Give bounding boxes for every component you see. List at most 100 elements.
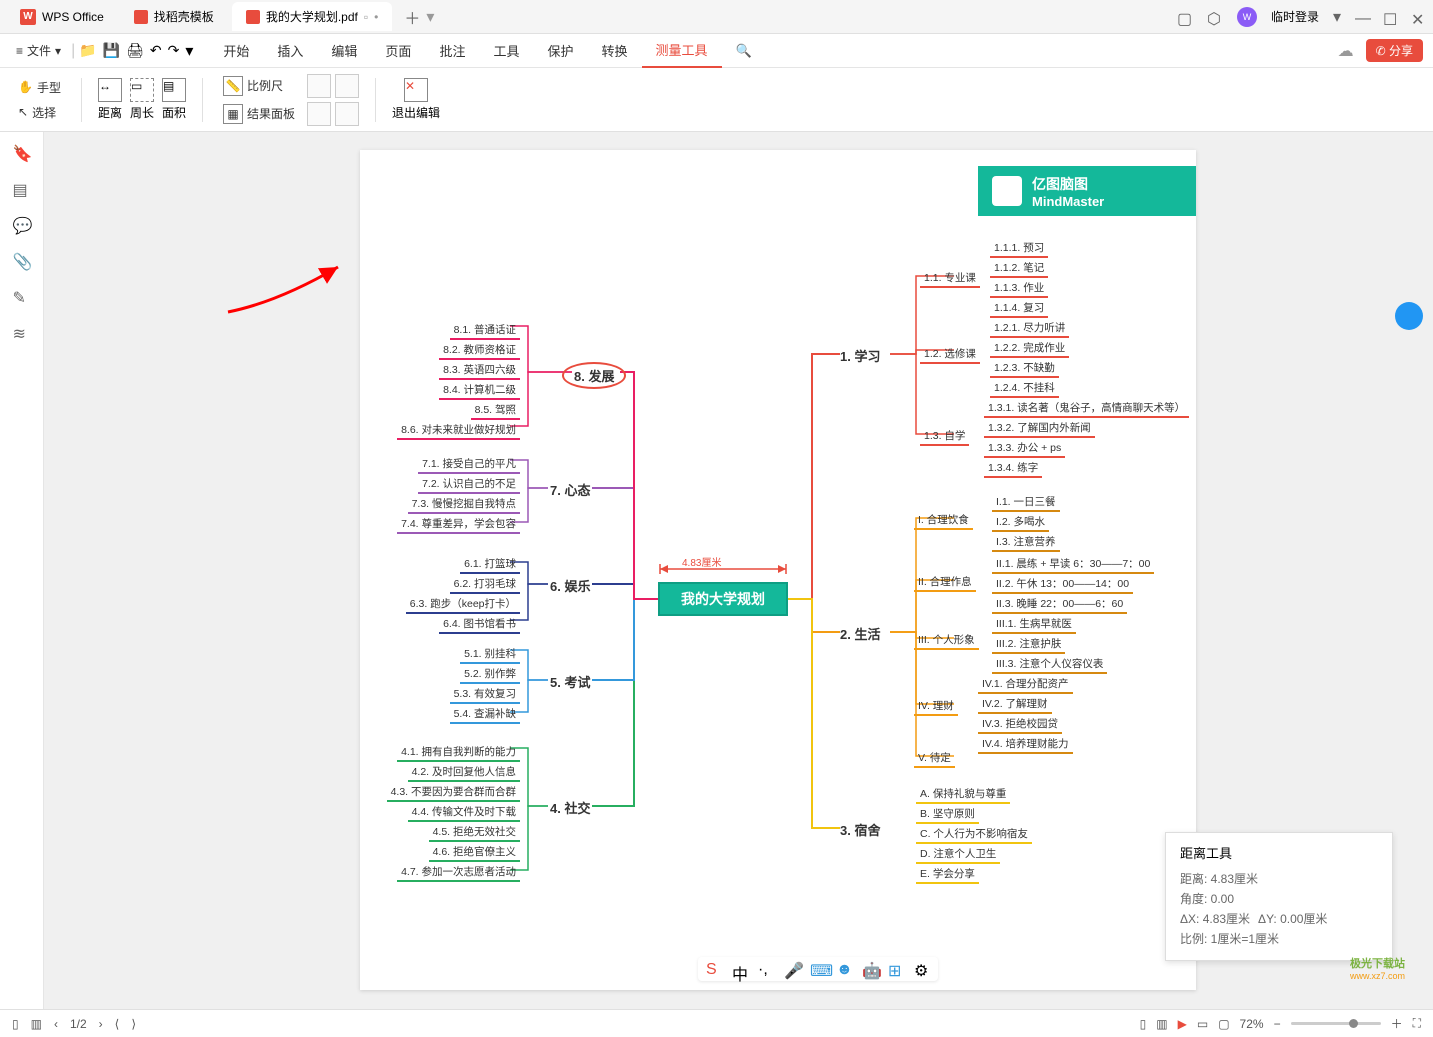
hamburger-icon: ≡ <box>16 44 23 58</box>
hand-icon: ✋ <box>18 80 33 94</box>
ime-icon[interactable]: S <box>706 961 722 977</box>
tab-annotate[interactable]: 批注 <box>425 34 479 67</box>
thumbnails-icon[interactable]: ▤ <box>13 180 31 198</box>
undo-icon[interactable]: ↶ <box>150 42 162 59</box>
ime-keyboard-icon[interactable]: ⌨ <box>810 961 826 977</box>
branch-2-4: IV. 理财 <box>914 698 958 716</box>
close-button[interactable]: ✕ <box>1411 10 1425 24</box>
print-icon[interactable]: 🖨 <box>126 42 144 59</box>
last-page-button[interactable]: ⟩ <box>131 1017 136 1031</box>
play-button[interactable]: ▶ <box>1178 1017 1187 1031</box>
leaf-113: 1.1.3. 作业 <box>990 280 1048 298</box>
ime-mic-icon[interactable]: 🎤 <box>784 961 800 977</box>
share-button[interactable]: ✆ 分享 <box>1366 39 1423 62</box>
zoom-in-button[interactable]: ＋ <box>1391 1015 1403 1032</box>
tab-start[interactable]: 开始 <box>209 34 263 67</box>
template-tab[interactable]: 找稻壳模板 <box>120 2 228 31</box>
thumbnails-toggle-icon[interactable]: ▥ <box>31 1017 42 1031</box>
tab-dot-icon[interactable]: • <box>374 10 378 24</box>
branch-1-2: 1.2. 选修课 <box>920 346 980 364</box>
ime-robot-icon[interactable]: 🤖 <box>862 961 878 977</box>
first-page-button[interactable]: ⟨ <box>115 1017 120 1031</box>
search-icon[interactable]: 🔍 <box>722 36 766 66</box>
cloud-icon[interactable]: ☁ <box>1338 41 1354 61</box>
login-dropdown-icon[interactable]: ▾ <box>1333 7 1341 27</box>
ime-grid-icon[interactable]: ⊞ <box>888 961 904 977</box>
view-single-icon[interactable]: ▯ <box>1140 1017 1147 1031</box>
leaf-132: 1.3.2. 了解国内外新闻 <box>984 420 1095 438</box>
floating-assistant-icon[interactable] <box>1395 302 1423 330</box>
qat-dropdown-icon[interactable]: ▾ <box>185 41 193 61</box>
zoom-value[interactable]: 72% <box>1240 1017 1264 1031</box>
fit-page-icon[interactable]: ▢ <box>1218 1017 1229 1031</box>
document-tab[interactable]: 我的大学规划.pdf ▫ • <box>232 2 393 31</box>
result-panel-toggle[interactable]: ▦结果面板 <box>219 102 299 126</box>
minimize-button[interactable]: — <box>1355 10 1369 24</box>
page-indicator[interactable]: 1/2 <box>70 1017 87 1031</box>
tab-convert[interactable]: 转换 <box>587 34 641 67</box>
leaf-74: 7.4. 尊重差异，学会包容 <box>397 516 520 534</box>
line-style-4[interactable] <box>335 102 359 126</box>
leaf-211: I.1. 一日三餐 <box>992 494 1060 512</box>
cube-icon[interactable]: ⬡ <box>1207 9 1223 25</box>
scale-tool[interactable]: 📏比例尺 <box>219 74 299 98</box>
tab-insert[interactable]: 插入 <box>263 34 317 67</box>
leaf-85: 8.5. 驾照 <box>471 402 520 420</box>
leaf-72: 7.2. 认识自己的不足 <box>418 476 520 494</box>
leaf-83: 8.3. 英语四六级 <box>439 362 520 380</box>
fullscreen-icon[interactable]: ⛶ <box>1413 1016 1421 1031</box>
ime-settings-icon[interactable]: ⚙ <box>914 961 930 977</box>
hand-tool[interactable]: ✋手型 <box>14 77 65 98</box>
measurement-line <box>658 560 788 578</box>
comments-icon[interactable]: 💬 <box>13 216 31 234</box>
branch-2-3: III. 个人形象 <box>914 632 979 650</box>
tab-edit[interactable]: 编辑 <box>317 34 371 67</box>
tab-dropdown-icon[interactable]: ▾ <box>426 7 434 27</box>
redo-icon[interactable]: ↷ <box>168 42 180 59</box>
signature-icon[interactable]: ✎ <box>13 288 31 306</box>
line-style-1[interactable] <box>307 74 331 98</box>
sidebar-toggle-icon[interactable]: ▯ <box>12 1017 19 1031</box>
file-menu[interactable]: ≡ 文件 ▾ <box>10 38 67 63</box>
next-page-button[interactable]: › <box>99 1017 103 1031</box>
ime-lang[interactable]: 中 <box>732 961 748 977</box>
tab-page[interactable]: 页面 <box>371 34 425 67</box>
distance-tool[interactable]: ↔距离 <box>98 78 122 121</box>
tab-tools[interactable]: 工具 <box>479 34 533 67</box>
view-continuous-icon[interactable]: ▥ <box>1156 1017 1167 1031</box>
line-style-2[interactable] <box>335 74 359 98</box>
user-avatar[interactable]: W <box>1237 7 1257 27</box>
tab-measure[interactable]: 测量工具 <box>642 33 722 68</box>
canvas[interactable]: 退出编辑 退出当前编辑状态 ↖ 亿图脑图 MindMaster <box>44 132 1433 1009</box>
exit-edit-button[interactable]: ✕退出编辑 <box>392 78 440 121</box>
select-tool[interactable]: ↖选择 <box>14 102 65 123</box>
new-tab-button[interactable]: ＋ <box>404 5 420 29</box>
leaf-133: 1.3.3. 办公 + ps <box>984 440 1065 458</box>
perimeter-tool[interactable]: ▭周长 <box>130 78 154 121</box>
branch-2-5: V. 待定 <box>914 750 955 768</box>
zoom-slider[interactable] <box>1291 1022 1381 1025</box>
login-label[interactable]: 临时登录 <box>1271 8 1319 25</box>
leaf-241: IV.1. 合理分配资产 <box>978 676 1073 694</box>
app-tab[interactable]: W WPS Office <box>8 5 116 29</box>
leaf-71: 7.1. 接受自己的平凡 <box>418 456 520 474</box>
area-tool[interactable]: ▤面积 <box>162 78 186 121</box>
line-style-3[interactable] <box>307 102 331 126</box>
tab-menu-icon[interactable]: ▫ <box>364 10 368 24</box>
bookmark-icon[interactable]: 🔖 <box>13 144 31 162</box>
layers-icon[interactable]: ≋ <box>13 324 31 342</box>
fit-width-icon[interactable]: ▭ <box>1197 1017 1208 1031</box>
window-icon[interactable]: ▢ <box>1177 9 1193 25</box>
maximize-button[interactable]: ☐ <box>1383 10 1397 24</box>
prev-page-button[interactable]: ‹ <box>54 1017 58 1031</box>
zoom-out-button[interactable]: − <box>1274 1017 1281 1031</box>
open-icon[interactable]: 📁 <box>79 42 96 59</box>
leaf-84: 8.4. 计算机二级 <box>439 382 520 400</box>
save-icon[interactable]: 💾 <box>103 42 120 59</box>
ime-emoji-icon[interactable]: ☻ <box>836 961 852 977</box>
tab-protect[interactable]: 保护 <box>533 34 587 67</box>
leaf-233: III.3. 注意个人仪容仪表 <box>992 656 1107 674</box>
ime-punct[interactable]: ·, <box>758 961 774 977</box>
attachments-icon[interactable]: 📎 <box>13 252 31 270</box>
branch-2: 2. 生活 <box>840 624 880 643</box>
